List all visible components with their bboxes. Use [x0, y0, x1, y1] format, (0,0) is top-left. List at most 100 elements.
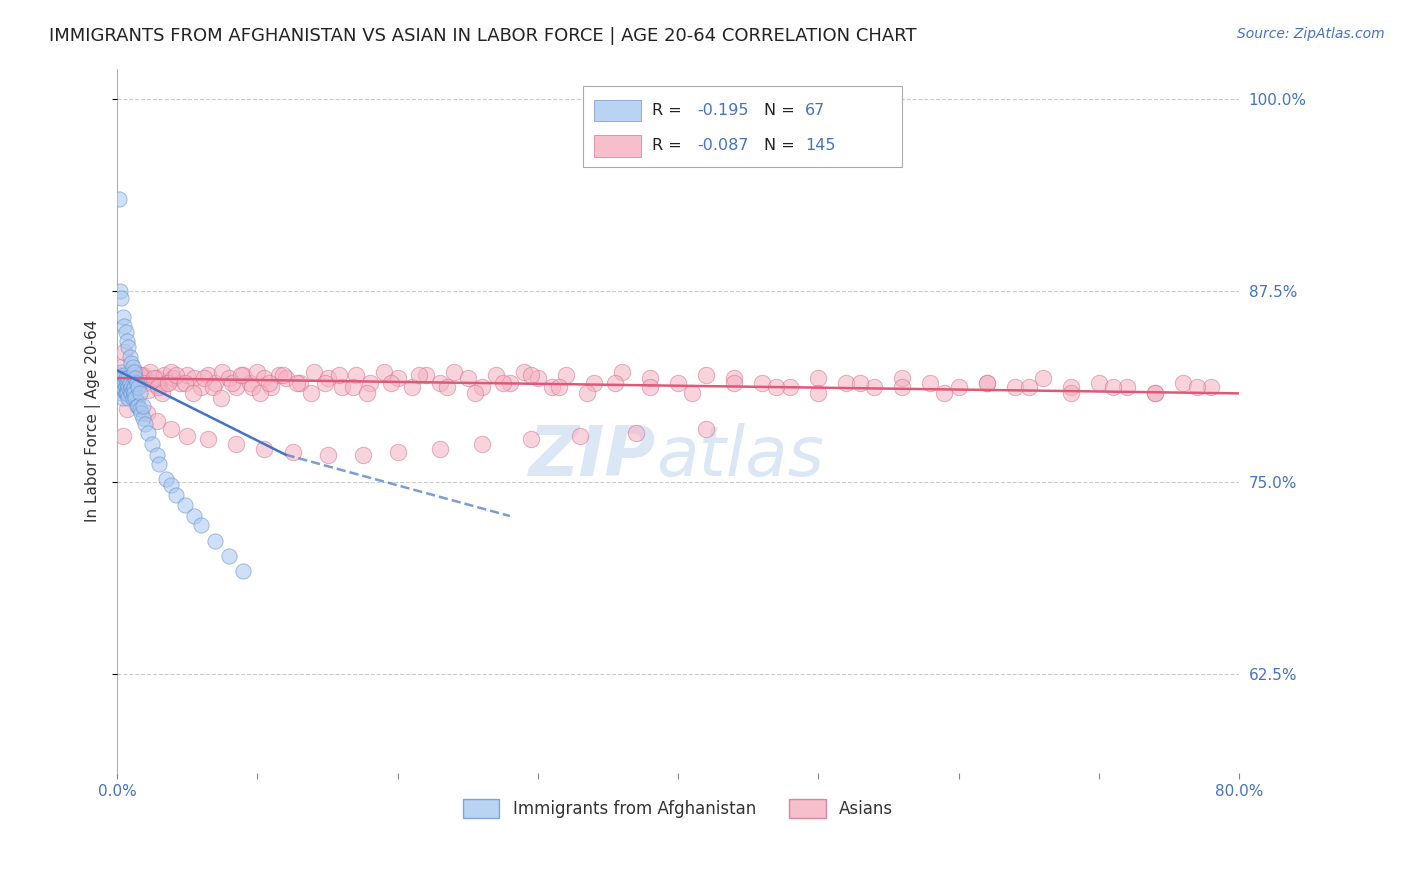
Point	[125, 376, 148, 390]
Point	[112, 345, 135, 359]
Point	[193, 371, 215, 385]
Point	[568, 429, 591, 443]
Point	[190, 380, 212, 394]
Text: N =: N =	[765, 103, 800, 118]
Point	[159, 365, 181, 379]
Point	[128, 386, 150, 401]
Point	[285, 376, 308, 390]
Point	[183, 508, 205, 523]
Point	[134, 417, 156, 431]
Point	[352, 448, 374, 462]
Point	[225, 437, 247, 451]
Point	[176, 368, 198, 382]
Y-axis label: In Labor Force | Age 20-64: In Labor Force | Age 20-64	[86, 320, 101, 522]
Point	[148, 457, 170, 471]
Point	[124, 365, 146, 379]
Point	[328, 368, 350, 382]
Point	[120, 380, 142, 394]
Point	[145, 448, 167, 462]
Point	[281, 444, 304, 458]
Point	[415, 368, 437, 382]
Point	[240, 380, 263, 394]
Point	[128, 401, 150, 416]
Point	[125, 399, 148, 413]
Point	[131, 368, 153, 382]
Point	[1060, 386, 1083, 401]
Point	[118, 376, 141, 390]
Point	[541, 380, 564, 394]
Point	[638, 371, 661, 385]
Point	[891, 371, 914, 385]
Point	[135, 406, 157, 420]
Point	[610, 365, 633, 379]
Point	[1004, 380, 1026, 394]
Point	[267, 368, 290, 382]
Point	[156, 376, 179, 390]
Point	[111, 371, 134, 385]
Point	[129, 406, 152, 420]
Point	[108, 284, 131, 298]
Point	[239, 376, 262, 390]
Point	[891, 380, 914, 394]
Point	[429, 376, 451, 390]
Point	[114, 386, 136, 401]
Point	[112, 384, 135, 398]
Point	[274, 371, 297, 385]
Point	[229, 368, 252, 382]
Point	[176, 429, 198, 443]
Point	[232, 368, 254, 382]
Point	[127, 380, 149, 394]
Point	[666, 376, 689, 390]
Point	[314, 376, 336, 390]
Point	[920, 376, 942, 390]
Point	[138, 365, 160, 379]
Point	[108, 371, 131, 385]
Point	[934, 386, 956, 401]
Point	[115, 386, 138, 401]
Point	[209, 391, 232, 405]
Point	[1185, 380, 1208, 394]
Point	[575, 386, 598, 401]
Point	[155, 376, 177, 390]
Point	[548, 380, 571, 394]
Point	[1060, 380, 1083, 394]
Point	[624, 426, 647, 441]
Point	[150, 386, 173, 401]
Point	[110, 376, 132, 390]
Point	[218, 549, 240, 563]
Point	[723, 371, 745, 385]
Point	[807, 386, 830, 401]
Point	[120, 386, 142, 401]
FancyBboxPatch shape	[582, 87, 903, 167]
Text: N =: N =	[765, 138, 800, 153]
Point	[111, 380, 134, 394]
Point	[344, 368, 367, 382]
Point	[330, 380, 353, 394]
Point	[197, 433, 219, 447]
Point	[471, 380, 494, 394]
Point	[246, 365, 269, 379]
Point	[114, 325, 136, 339]
Point	[260, 380, 283, 394]
Point	[173, 498, 195, 512]
Point	[145, 371, 167, 385]
Point	[225, 380, 247, 394]
Point	[751, 376, 773, 390]
Text: 67: 67	[804, 103, 825, 118]
Point	[110, 292, 132, 306]
Text: R =: R =	[652, 103, 688, 118]
Point	[1171, 376, 1194, 390]
Point	[1018, 380, 1040, 394]
Text: atlas: atlas	[655, 423, 824, 490]
Point	[765, 380, 787, 394]
Point	[1115, 380, 1137, 394]
Point	[271, 368, 294, 382]
Point	[218, 371, 240, 385]
Text: ZIP: ZIP	[529, 423, 655, 490]
Point	[211, 365, 233, 379]
Point	[120, 356, 142, 370]
Point	[723, 376, 745, 390]
Point	[380, 376, 402, 390]
Point	[681, 386, 703, 401]
Point	[118, 384, 141, 398]
